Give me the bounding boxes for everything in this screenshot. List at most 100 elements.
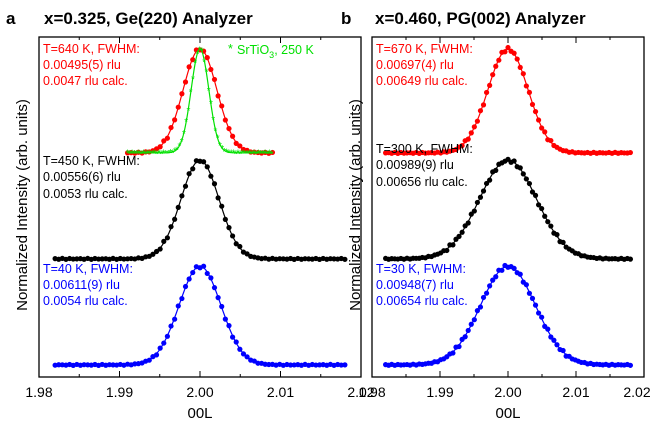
panel-a-tick-labels: 1.98 1.99 2.00 2.01 2.02 <box>25 384 374 400</box>
data-point <box>186 276 192 282</box>
data-point: * <box>223 147 227 158</box>
panel-a-ticks <box>38 37 362 377</box>
data-point <box>450 350 456 356</box>
data-point: * <box>202 57 206 68</box>
data-point <box>560 347 566 354</box>
data-point <box>164 135 170 141</box>
data-point <box>244 354 250 360</box>
data-point <box>233 339 239 345</box>
data-point: * <box>132 149 136 160</box>
data-point <box>444 247 450 254</box>
panel-b-title: x=0.460, PG(002) Analyzer <box>375 9 586 28</box>
data-point <box>536 202 542 208</box>
data-point: * <box>171 148 175 159</box>
data-point: * <box>135 149 139 160</box>
data-point: * <box>128 149 132 160</box>
data-point <box>219 203 225 209</box>
data-point <box>627 362 634 368</box>
data-point <box>545 326 551 332</box>
data-point: * <box>234 149 238 160</box>
series-fit-line <box>127 48 273 154</box>
data-point <box>219 303 225 310</box>
annotation-line: 0.0054 rlu calc. <box>43 294 128 308</box>
panel-a-frame <box>38 36 362 378</box>
data-point <box>627 256 634 262</box>
tick-label: 2.00 <box>186 384 213 400</box>
green-star-icon: * <box>228 42 233 56</box>
data-point: * <box>265 149 269 160</box>
data-point <box>462 334 468 340</box>
data-point: * <box>173 146 177 157</box>
data-point: * <box>268 148 272 159</box>
data-point <box>255 360 261 366</box>
data-point <box>172 117 178 123</box>
data-point <box>233 241 239 247</box>
data-point <box>511 265 517 271</box>
panel-b-ylabel: Normalized Intensity (arb. units) <box>347 99 364 311</box>
data-point <box>208 173 214 179</box>
annotation-line: 0.00495(5) rlu <box>43 58 121 72</box>
data-point: * <box>141 148 145 159</box>
panel-b-ticks <box>371 37 645 377</box>
data-point <box>477 108 484 114</box>
data-point <box>542 213 548 219</box>
data-point <box>157 144 163 150</box>
tick-label: 2.02 <box>623 384 650 400</box>
panel-a-label: a <box>6 9 16 28</box>
data-point <box>496 57 502 63</box>
data-point <box>204 270 210 277</box>
annotation-suffix: , 250 K <box>274 43 314 57</box>
annotation-subscript: 3 <box>269 50 274 60</box>
data-point <box>468 130 474 136</box>
data-point: * <box>270 149 274 160</box>
data-point <box>480 102 487 108</box>
data-point: * <box>164 149 168 160</box>
data-point: * <box>236 148 240 159</box>
svg-text:SrTiO3, 250 K: SrTiO3, 250 K <box>237 43 314 60</box>
data-point <box>237 243 243 250</box>
data-point: * <box>227 149 231 160</box>
data-point <box>164 333 170 339</box>
data-point <box>474 308 480 314</box>
data-point <box>175 204 181 210</box>
tick-label: 1.99 <box>106 384 133 400</box>
annotation-line: T=300 K, FWHM: <box>376 142 473 156</box>
data-point <box>211 181 218 187</box>
data-point <box>526 89 533 96</box>
data-point <box>222 316 228 322</box>
annotation-line: T=450 K, FWHM: <box>43 154 140 168</box>
data-point <box>529 295 536 301</box>
data-point <box>190 57 196 63</box>
data-point <box>230 133 236 139</box>
data-point <box>179 193 185 199</box>
data-point <box>168 323 174 329</box>
data-point <box>179 91 185 97</box>
data-point: * <box>150 149 154 160</box>
data-point <box>526 290 533 296</box>
data-point: * <box>245 149 249 160</box>
data-point <box>215 195 221 201</box>
panel-a-ylabel: Normalized Intensity (arb. units) <box>14 99 31 311</box>
data-point <box>182 183 189 189</box>
annotation-line: T=670 K, FWHM: <box>376 42 473 56</box>
data-point <box>456 233 462 239</box>
data-point <box>474 118 480 124</box>
data-point: * <box>137 149 141 160</box>
data-point <box>532 108 539 115</box>
data-point: * <box>256 149 260 160</box>
data-point <box>450 242 456 248</box>
data-point <box>175 104 181 110</box>
data-point <box>487 177 493 183</box>
data-point <box>536 310 542 316</box>
data-point <box>487 283 493 289</box>
data-point <box>548 223 554 229</box>
data-point: * <box>241 149 245 160</box>
annotation-line: 0.00556(6) rlu <box>43 170 121 184</box>
data-point <box>230 334 236 340</box>
data-point <box>201 159 207 165</box>
annotation-b-30k: T=30 K, FWHM: 0.00948(7) rlu 0.00654 rlu… <box>376 262 468 308</box>
annotation-line: 0.00656 rlu calc. <box>376 175 468 189</box>
data-point <box>342 362 348 368</box>
data-point: * <box>184 117 188 128</box>
data-point <box>529 101 536 108</box>
